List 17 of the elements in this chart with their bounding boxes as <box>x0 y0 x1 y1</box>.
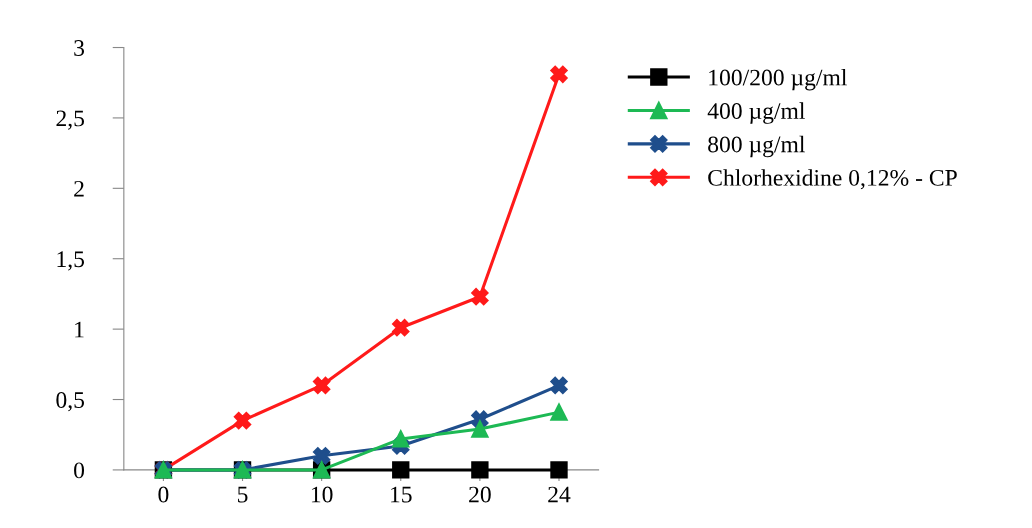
legend-label: Chlorhexidine 0,12% - CP <box>708 169 957 190</box>
x-tick-label: 10 <box>311 486 333 503</box>
legend-label: 800 µg/ml <box>708 135 805 158</box>
x-tick-label: 15 <box>391 486 412 503</box>
y-tick-label: 1,5 <box>57 251 85 271</box>
y-tick-label: 2,5 <box>56 110 85 130</box>
x-tick-label: 5 <box>237 486 248 503</box>
y-tick-label: 3 <box>74 40 85 56</box>
y-tick-label: 1 <box>75 321 84 338</box>
x-tick-label: 20 <box>469 486 491 503</box>
legend-label: 400 µg/ml <box>707 102 805 124</box>
x-tick-label: 0 <box>158 486 169 503</box>
y-tick-label: 0 <box>74 462 85 479</box>
y-tick-label: 2 <box>74 180 84 197</box>
y-tick-label: 0,5 <box>56 392 85 412</box>
legend-label: 100/200 µg/ml <box>709 68 847 91</box>
x-tick-label: 24 <box>548 486 571 503</box>
